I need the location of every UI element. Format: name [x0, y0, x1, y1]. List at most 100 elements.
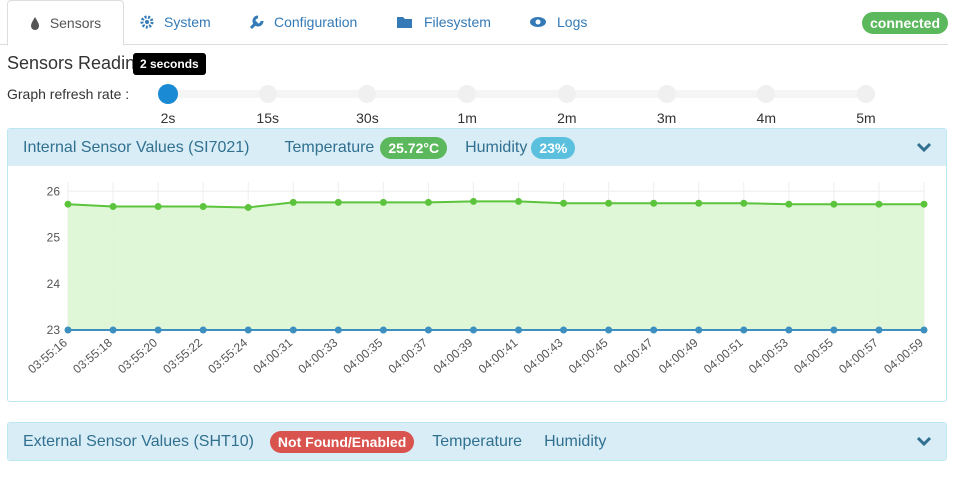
internal-panel: Internal Sensor Values (SI7021) Temperat…: [7, 128, 947, 402]
point: [740, 326, 748, 334]
x-tick-label: 04:00:59: [881, 335, 926, 376]
eye-icon: [530, 17, 546, 27]
slider-option[interactable]: 4m: [756, 110, 777, 126]
x-tick-label: 04:00:53: [746, 335, 791, 376]
point: [334, 198, 342, 206]
point: [785, 326, 793, 334]
point: [515, 197, 523, 205]
x-tick-label: 04:00:47: [611, 335, 656, 376]
point: [379, 198, 387, 206]
y-tick-label: 25: [47, 231, 61, 245]
slider-option[interactable]: 3m: [656, 110, 677, 126]
point: [199, 203, 207, 211]
tab[interactable]: Configuration: [249, 0, 357, 44]
point: [154, 326, 162, 334]
panel-header[interactable]: External Sensor Values (SHT10) Not Found…: [8, 423, 946, 460]
point: [920, 200, 928, 208]
y-tick-label: 24: [47, 277, 61, 291]
x-tick-label: 03:55:22: [160, 335, 205, 376]
panel-header[interactable]: Internal Sensor Values (SI7021) Temperat…: [8, 129, 946, 166]
point: [469, 197, 477, 205]
slider-option[interactable]: 5m: [856, 110, 876, 126]
x-tick-label: 04:00:49: [656, 335, 701, 376]
point: [424, 198, 432, 206]
slider-option[interactable]: 2s: [160, 110, 176, 126]
wrench-icon: [249, 15, 264, 29]
slider-option[interactable]: 2m: [557, 110, 577, 126]
nav-bar: [0, 0, 948, 45]
point: [515, 326, 523, 334]
point: [695, 326, 703, 334]
point: [289, 198, 297, 206]
point: [605, 199, 613, 207]
chevron[interactable]: [917, 142, 931, 152]
x-tick-label: 04:00:45: [566, 335, 611, 376]
point: [920, 326, 928, 334]
point: [379, 326, 387, 334]
point: [199, 326, 207, 334]
tab-active[interactable]: Sensors: [7, 0, 124, 46]
slider-option[interactable]: 15s: [256, 110, 279, 126]
chevron[interactable]: [917, 436, 931, 446]
point: [64, 200, 72, 208]
temperature-label: Temperature: [284, 138, 375, 156]
tab-label: System: [164, 14, 211, 30]
point: [695, 199, 703, 207]
tab[interactable]: System: [140, 0, 211, 44]
x-tick-label: 03:55:16: [25, 335, 70, 376]
humidity-label: Humidity: [465, 138, 528, 156]
point: [650, 199, 658, 207]
x-tick-label: 04:00:57: [836, 335, 881, 376]
point: [785, 200, 793, 208]
gear-icon: [140, 15, 154, 29]
tooltip: 2 seconds: [133, 53, 206, 75]
point: [650, 326, 658, 334]
point: [109, 203, 117, 211]
point: [244, 203, 252, 211]
heading: Sensors Readings: [7, 53, 155, 73]
point: [740, 199, 748, 207]
slider-step[interactable]: [857, 85, 875, 103]
point: [424, 326, 432, 334]
slider-step[interactable]: [657, 85, 676, 103]
x-tick-label: 04:00:41: [476, 335, 521, 376]
x-tick-label: 04:00:33: [295, 335, 340, 376]
point: [560, 326, 568, 334]
slider-step[interactable]: [458, 85, 477, 103]
slider-track[interactable]: [168, 90, 866, 98]
tab-label: Configuration: [274, 14, 358, 30]
tab-label: Sensors: [49, 15, 102, 31]
slider-step[interactable]: [258, 85, 277, 103]
y-tick-label: 26: [47, 184, 61, 198]
status-badge: Not Found/Enabled: [269, 430, 415, 453]
point: [605, 326, 613, 334]
x-tick-label: 03:55:18: [70, 335, 115, 376]
tab[interactable]: Logs: [529, 0, 587, 44]
slider-step[interactable]: [757, 85, 776, 103]
x-tick-label: 04:00:55: [791, 335, 836, 376]
x-tick-label: 04:00:35: [341, 335, 386, 376]
slider-step[interactable]: [557, 85, 576, 103]
slider-option[interactable]: 30s: [356, 110, 379, 126]
tab-label: Filesystem: [424, 14, 491, 30]
panel-title: Internal Sensor Values (SI7021): [23, 138, 250, 156]
x-tick-label: 03:55:20: [115, 335, 160, 376]
x-tick-label: 04:00:31: [250, 335, 295, 376]
point: [334, 326, 342, 334]
point: [875, 200, 883, 208]
point: [244, 326, 252, 334]
tab-label: Logs: [557, 14, 588, 30]
x-tick-label: 04:00:37: [386, 335, 431, 376]
temperature-label: Temperature: [432, 432, 523, 450]
point: [64, 326, 72, 334]
slider-step[interactable]: [358, 85, 377, 103]
refresh-label: Graph refresh rate :: [7, 86, 130, 102]
x-tick-label: 03:55:24: [205, 335, 250, 376]
tab[interactable]: Filesystem: [396, 0, 491, 44]
point: [289, 326, 297, 334]
point: [830, 326, 838, 334]
slider-handle[interactable]: [158, 84, 178, 104]
x-tick-label: 04:00:43: [521, 335, 566, 376]
slider-option[interactable]: 1m: [457, 110, 477, 126]
